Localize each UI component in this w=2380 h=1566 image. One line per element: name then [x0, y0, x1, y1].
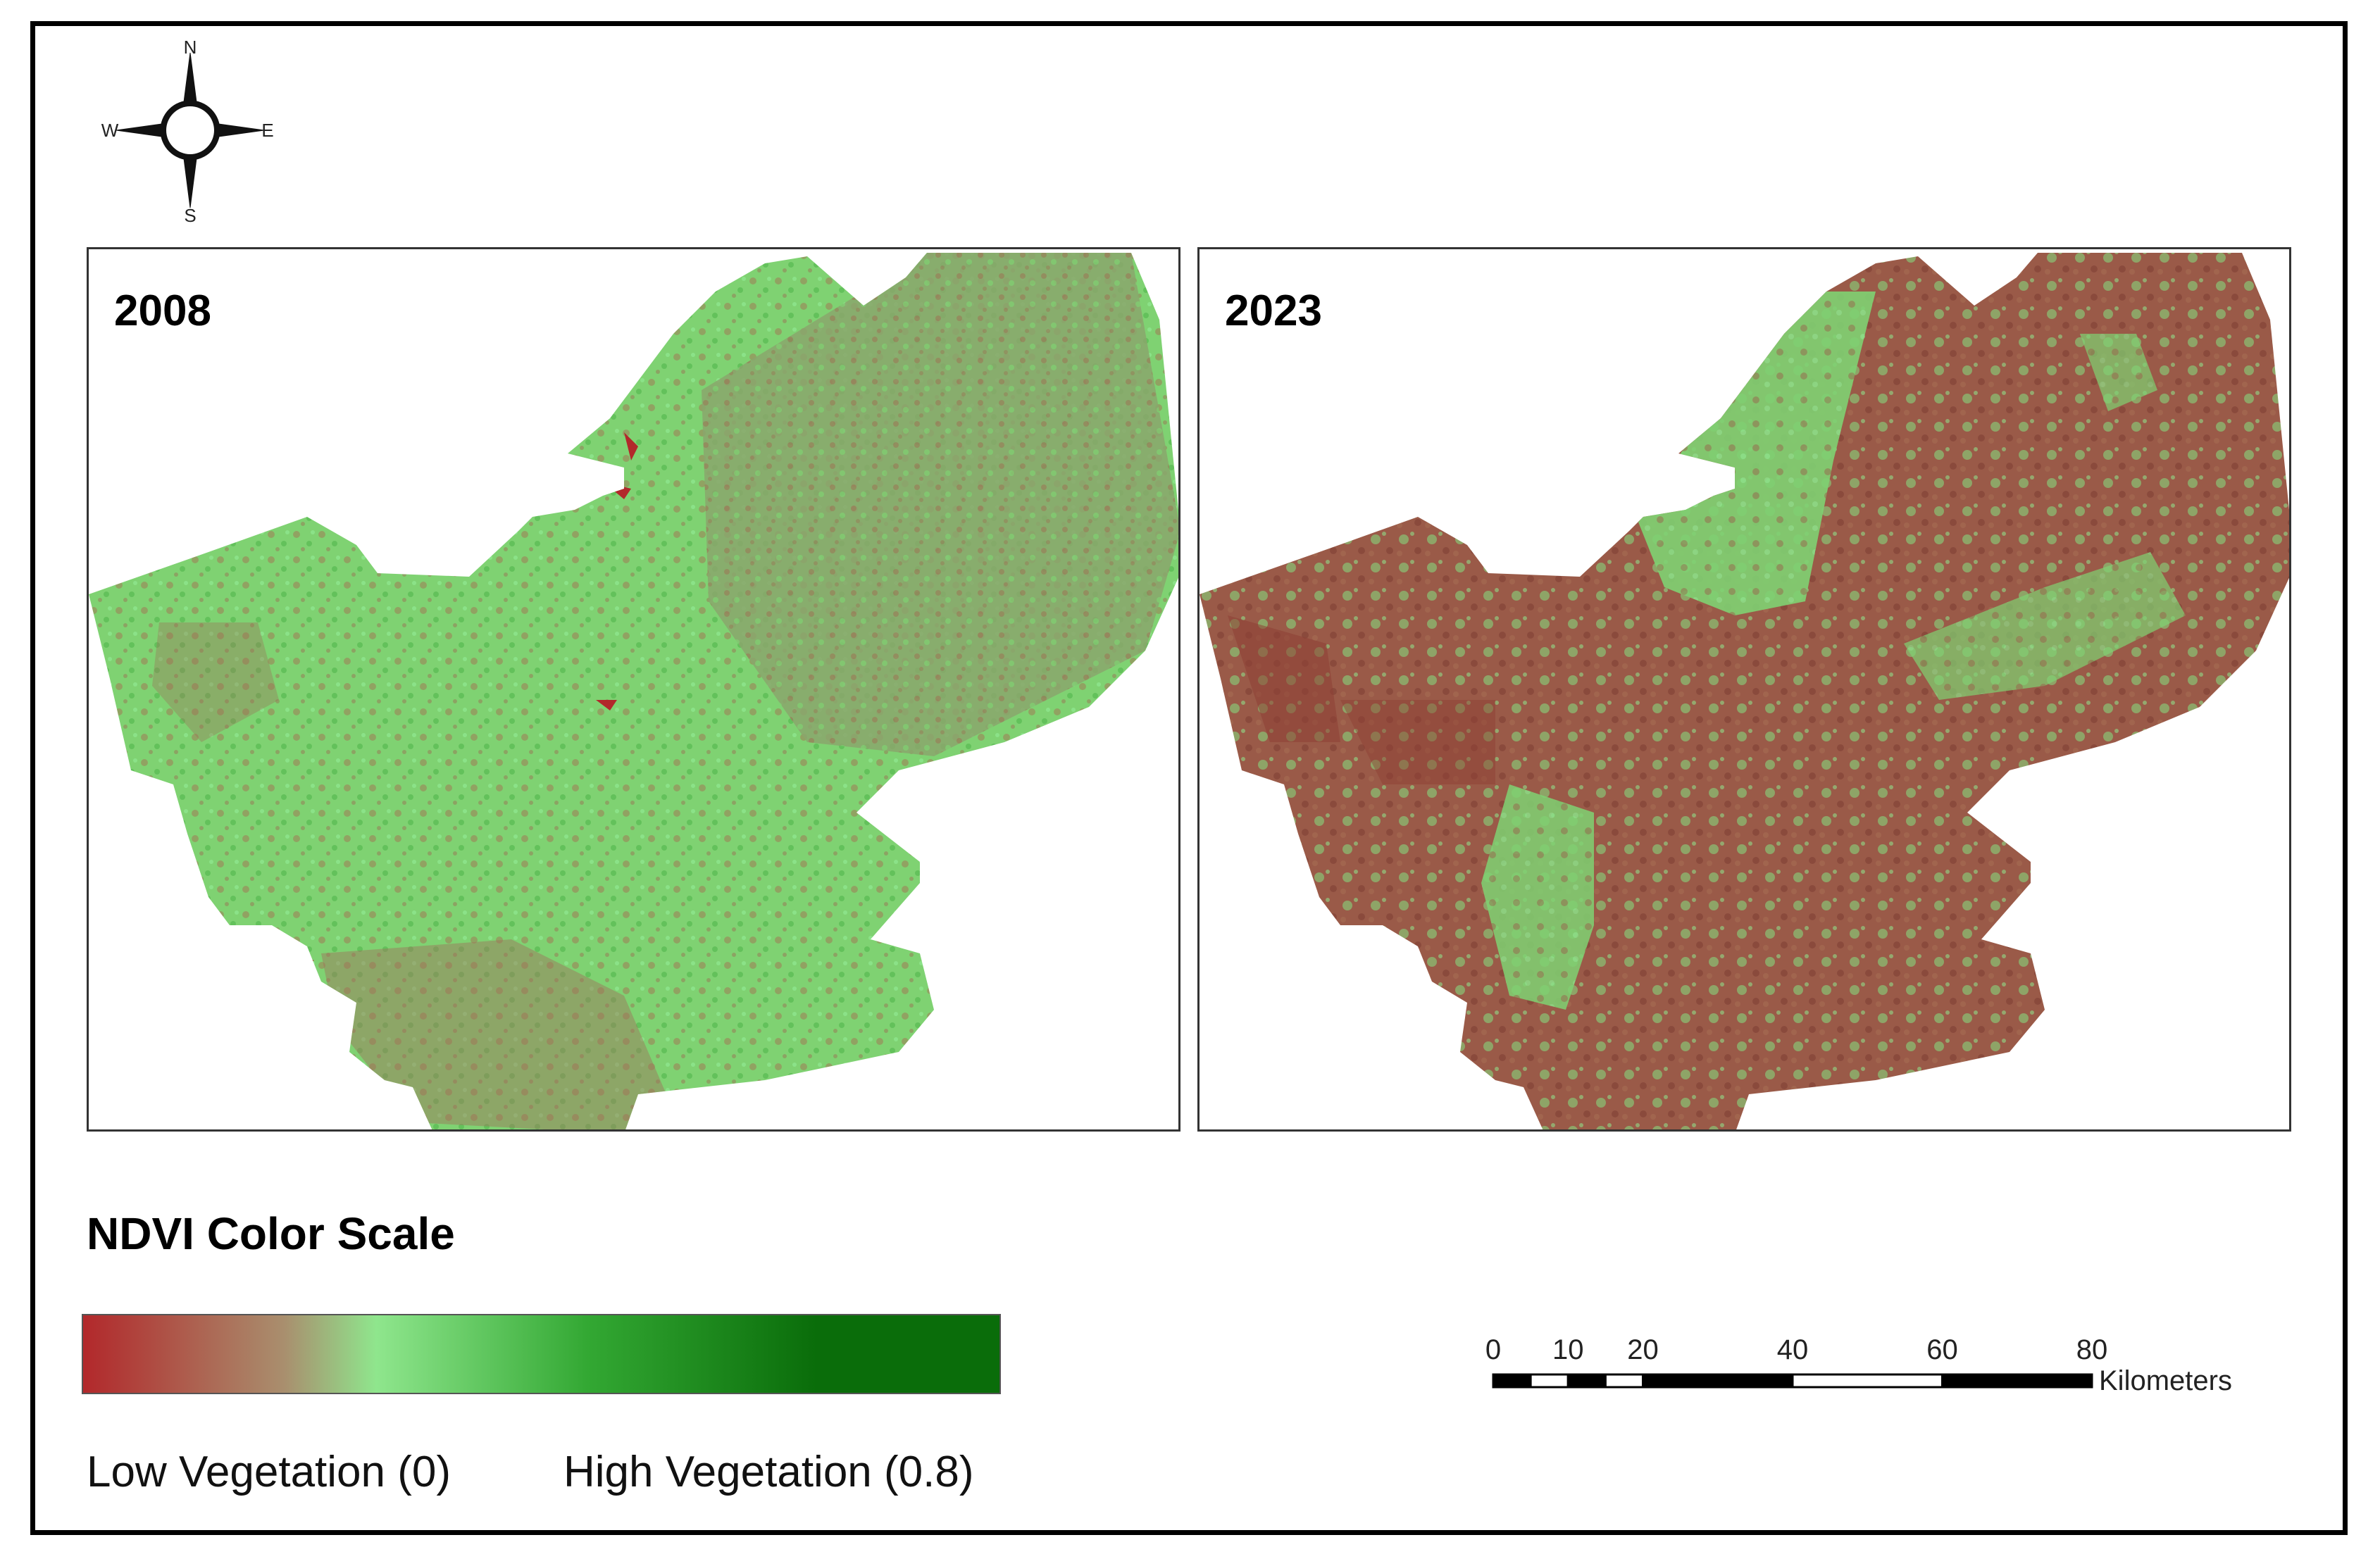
scale-bar-tick-label: 0: [1485, 1334, 1501, 1365]
ndvi-map-2023: [1200, 253, 2289, 1129]
legend-low-label: Low Vegetation (0): [87, 1448, 451, 1496]
scale-bar-segment: [1492, 1373, 1532, 1389]
scale-bar-units-label: Kilometers: [2099, 1365, 2232, 1396]
west-pointer-icon: [116, 123, 163, 137]
compass-north-label: N: [184, 37, 197, 58]
scale-bar-segment: [1791, 1373, 1943, 1389]
ndvi-map-2008: [89, 253, 1178, 1129]
panel-year-label-2023: 2023: [1225, 287, 1322, 335]
scale-bar-tick-label: 10: [1552, 1334, 1584, 1365]
legend-high-label: High Vegetation (0.8): [563, 1448, 974, 1496]
compass-south-label: S: [184, 205, 196, 225]
legend-title: NDVI Color Scale: [87, 1208, 455, 1259]
scale-bar-segment: [1604, 1373, 1644, 1389]
map-panel-2023: 2023: [1197, 247, 2291, 1132]
north-pointer-icon: [183, 52, 197, 103]
scale-bar-tick-label: 80: [2076, 1334, 2108, 1365]
compass-east-label: E: [261, 120, 273, 141]
ndvi-color-ramp: [82, 1314, 1001, 1394]
map-panel-2008: 2008: [87, 247, 1180, 1132]
scale-bar-segment: [1529, 1373, 1569, 1389]
scale-bar-segment: [1566, 1373, 1607, 1389]
scale-bar-tick-label: 20: [1627, 1334, 1659, 1365]
north-arrow-icon: N S E W: [101, 37, 274, 225]
south-pointer-icon: [183, 158, 197, 208]
scale-bar-tick-label: 40: [1777, 1334, 1809, 1365]
east-pointer-icon: [218, 123, 265, 137]
panel-year-label-2008: 2008: [114, 287, 211, 335]
compass-west-label: W: [101, 120, 119, 141]
scale-bar-segment: [1642, 1373, 1794, 1389]
scale-bar-tick-label: 60: [1926, 1334, 1958, 1365]
scale-bar-segment: [1941, 1373, 2093, 1389]
